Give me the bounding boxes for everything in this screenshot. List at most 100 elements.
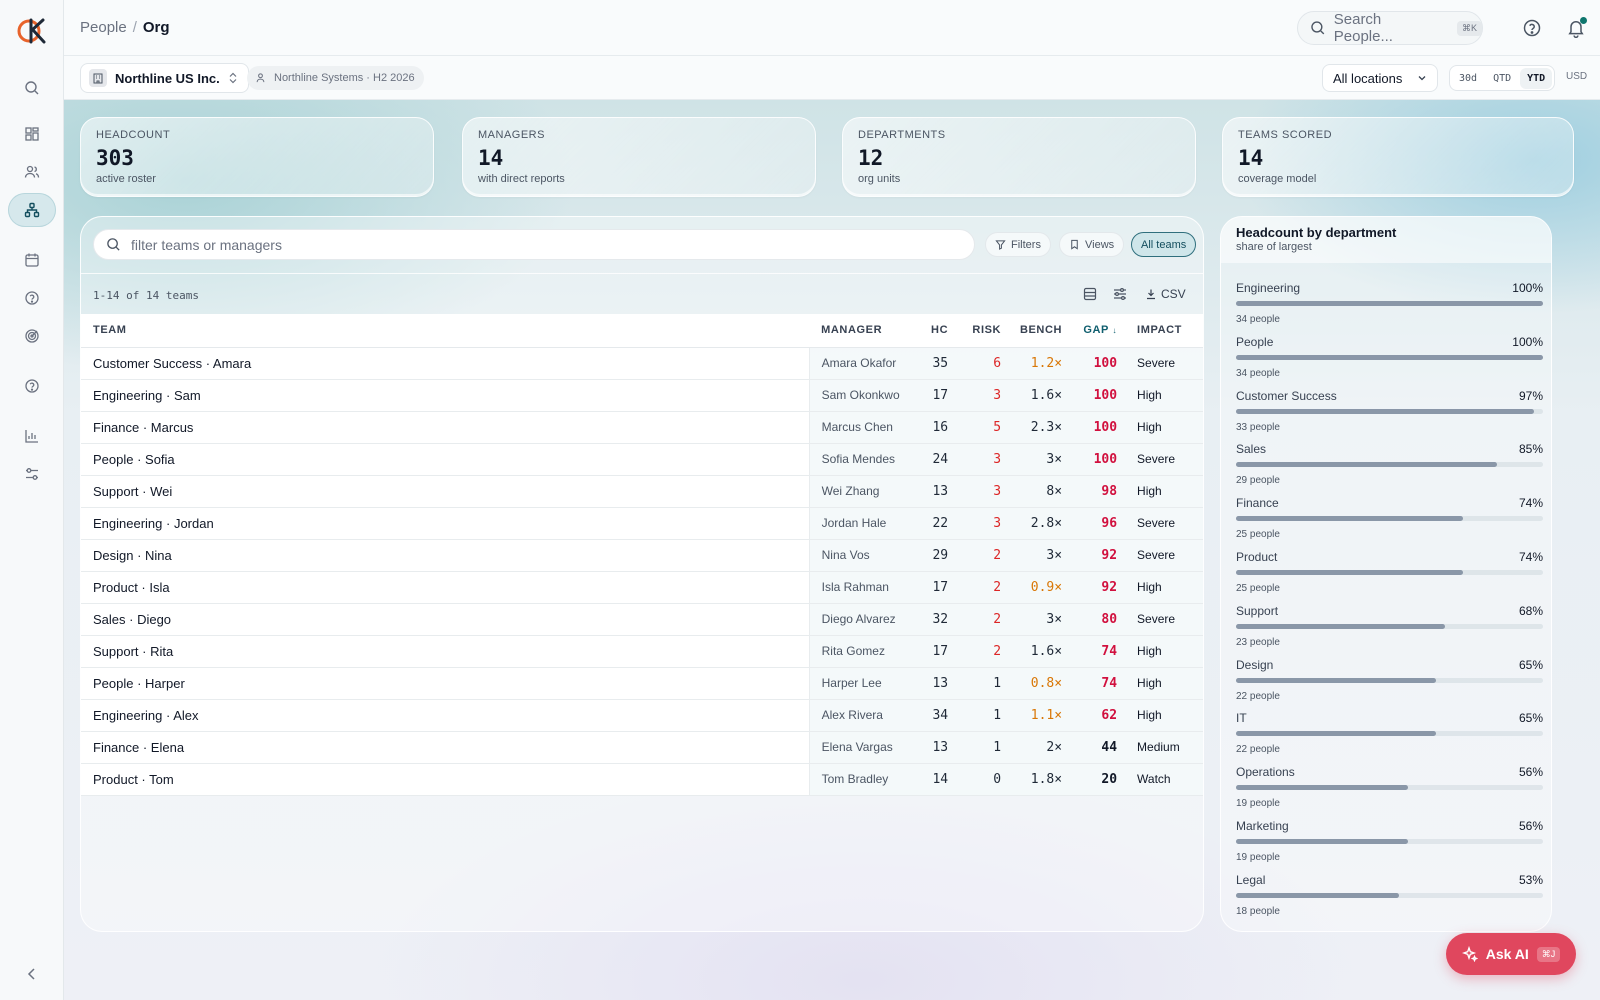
col-gap[interactable]: GAP ↓ <box>1070 314 1126 348</box>
dashboard-icon[interactable] <box>16 118 48 150</box>
table-row[interactable]: Finance · Elena Elena Vargas 13 1 2× 44 Medium <box>81 731 1203 764</box>
support-icon[interactable] <box>16 370 48 402</box>
department-item[interactable]: IT 65% 22 people <box>1236 711 1543 755</box>
department-bar-fill <box>1236 623 1445 629</box>
table-row[interactable]: People · Harper Harper Lee 13 1 0.8× 74 High <box>81 667 1203 700</box>
context-bar: Northline US Inc. Northline Systems · H2… <box>64 56 1600 100</box>
department-name: Customer Success <box>1236 388 1337 403</box>
hc-cell: 14 <box>923 763 957 796</box>
department-bar-track <box>1236 677 1543 683</box>
hc-cell: 13 <box>923 731 957 764</box>
table-row[interactable]: Sales · Diego Diego Alvarez 32 2 3× 80 Severe <box>81 603 1203 636</box>
col-manager[interactable]: MANAGER <box>809 314 924 348</box>
people-icon[interactable] <box>16 156 48 188</box>
help-circle-icon[interactable] <box>16 282 48 314</box>
team-cell: Engineering · Sam <box>81 379 810 412</box>
department-item[interactable]: Engineering 100% 34 people <box>1236 281 1543 325</box>
period-ytd[interactable]: YTD <box>1520 67 1553 89</box>
ask-ai-button[interactable]: Ask AI ⌘J <box>1446 933 1576 975</box>
bench-cell: 3× <box>1009 603 1071 636</box>
department-item[interactable]: Product 74% 25 people <box>1236 550 1543 594</box>
department-item[interactable]: Operations 56% 19 people <box>1236 765 1543 809</box>
department-pct: 85% <box>1518 442 1543 457</box>
table-row[interactable]: People · Sofia Sofia Mendes 24 3 3× 100 Severe <box>81 443 1203 476</box>
department-item[interactable]: Marketing 56% 19 people <box>1236 819 1543 863</box>
department-people: 23 people <box>1236 636 1280 648</box>
col-risk[interactable]: RISK <box>956 314 1010 348</box>
table-row[interactable]: Support · Rita Rita Gomez 17 2 1.6× 74 High <box>81 635 1203 668</box>
views-button[interactable]: Views <box>1059 232 1125 257</box>
help-icon[interactable] <box>1522 18 1542 38</box>
location-select[interactable]: All locations <box>1322 64 1438 92</box>
org-chart-icon[interactable] <box>8 193 56 227</box>
all-teams-button[interactable]: All teams <box>1131 232 1197 257</box>
filter-teams-input[interactable]: filter teams or managers <box>93 229 975 260</box>
department-bar-fill <box>1236 677 1436 683</box>
table-row[interactable]: Engineering · Sam Sam Okonkwo 17 3 1.6× 100 Hi… <box>81 379 1203 412</box>
notification-bell-icon[interactable] <box>1566 17 1587 39</box>
top-header: People / Org Search People... ⌘K <box>64 0 1600 56</box>
breadcrumb: People / Org <box>80 19 170 36</box>
table-row[interactable]: Product · Tom Tom Bradley 14 0 1.8× 20 Watch <box>81 763 1203 796</box>
impact-cell: Severe <box>1125 347 1203 380</box>
filters-button[interactable]: Filters <box>985 232 1051 257</box>
period-qtd[interactable]: QTD <box>1493 72 1512 84</box>
impact-cell: High <box>1125 571 1203 604</box>
target-icon[interactable] <box>16 320 48 352</box>
period-toggle: 30d QTD YTD <box>1449 65 1556 91</box>
col-team[interactable]: TEAM <box>81 314 810 348</box>
department-item[interactable]: Finance 74% 25 people <box>1236 496 1543 540</box>
period-30d[interactable]: 30d <box>1459 72 1478 84</box>
department-bar-track <box>1236 731 1543 737</box>
department-item[interactable]: Legal 53% 18 people <box>1236 873 1543 917</box>
company-switcher[interactable]: Northline US Inc. <box>80 63 249 93</box>
global-search-input[interactable]: Search People... ⌘K <box>1297 11 1483 45</box>
calendar-icon[interactable] <box>16 244 48 276</box>
gap-cell: 100 <box>1070 379 1126 412</box>
risk-cell: 5 <box>956 411 1010 444</box>
department-item[interactable]: Sales 85% 29 people <box>1236 442 1543 486</box>
collapse-sidebar-icon[interactable] <box>16 958 48 990</box>
app-logo[interactable] <box>17 16 47 46</box>
department-name: Operations <box>1236 765 1295 780</box>
gap-cell: 44 <box>1070 731 1126 764</box>
bench-cell: 2.3× <box>1009 411 1071 444</box>
department-bar-fill <box>1236 839 1408 844</box>
department-item[interactable]: People 100% 34 people <box>1236 335 1543 379</box>
columns-settings-icon[interactable] <box>1112 286 1128 302</box>
col-bench[interactable]: BENCH <box>1009 314 1071 348</box>
manager-cell: Harper Lee <box>808 667 924 700</box>
department-item[interactable]: Design 65% 22 people <box>1236 658 1543 702</box>
currency-label[interactable]: USD <box>1566 71 1588 82</box>
table-row[interactable]: Product · Isla Isla Rahman 17 2 0.9× 92 High <box>81 571 1203 604</box>
table-row[interactable]: Customer Success · Amara Amara Okafor 35 6 1… <box>81 347 1203 380</box>
col-hc[interactable]: HC <box>923 314 957 348</box>
table-row[interactable]: Design · Nina Nina Vos 29 2 3× 92 Severe <box>81 539 1203 572</box>
table-row[interactable]: Engineering · Alex Alex Rivera 34 1 1.1× 62 Hi… <box>81 699 1203 732</box>
team-cell: People · Harper <box>81 667 810 700</box>
cycle-badge[interactable]: Northline Systems · H2 2026 <box>247 66 424 90</box>
cycle-label: Northline Systems · H2 2026 <box>274 72 415 84</box>
table-density-icon[interactable] <box>1082 286 1098 302</box>
table-row[interactable]: Finance · Marcus Marcus Chen 16 5 2.3× 100 Hig… <box>81 411 1203 444</box>
col-impact[interactable]: IMPACT <box>1125 314 1203 348</box>
risk-cell: 2 <box>956 539 1010 572</box>
risk-cell: 2 <box>956 603 1010 636</box>
search-icon[interactable] <box>16 72 48 104</box>
manager-cell: Nina Vos <box>808 539 924 572</box>
table-row[interactable]: Support · Wei Wei Zhang 13 3 8× 98 High <box>81 475 1203 508</box>
teams-table: TEAM MANAGER HC RISK BENCH GAP ↓ IMPACT … <box>81 314 1203 796</box>
breadcrumb-people[interactable]: People <box>80 19 127 36</box>
kpi-value: 14 <box>1238 146 1264 170</box>
table-row[interactable]: Engineering · Jordan Jordan Hale 22 3 2.8× 96… <box>81 507 1203 540</box>
department-item[interactable]: Support 68% 23 people <box>1236 604 1543 648</box>
panel-header: Headcount by department share of largest <box>1221 217 1551 263</box>
team-cell: Product · Tom <box>81 763 810 796</box>
risk-cell: 0 <box>956 763 1010 796</box>
sliders-icon[interactable] <box>16 458 48 490</box>
bar-chart-icon[interactable] <box>16 420 48 452</box>
department-item[interactable]: Customer Success 97% 33 people <box>1236 389 1543 433</box>
team-cell: Engineering · Jordan <box>81 507 810 540</box>
department-pct: 100% <box>1512 334 1543 349</box>
export-csv-button[interactable]: CSV <box>1145 287 1186 301</box>
